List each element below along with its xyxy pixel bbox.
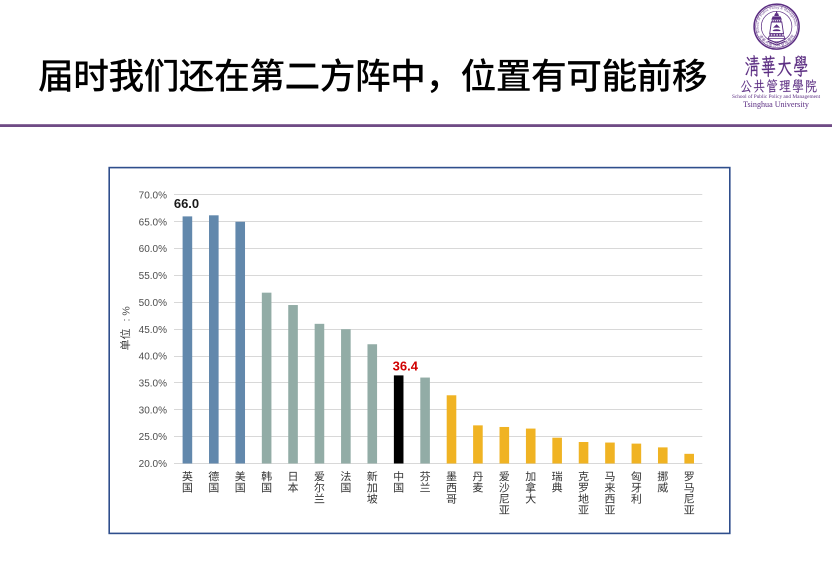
svg-text:Tsinghua University: Tsinghua University (743, 100, 810, 109)
svg-text:66.0: 66.0 (174, 196, 199, 211)
svg-text:20.0%: 20.0% (139, 459, 167, 470)
svg-text:70.0%: 70.0% (139, 191, 167, 202)
svg-text:60.0%: 60.0% (139, 244, 167, 255)
svg-text:30.0%: 30.0% (139, 405, 167, 416)
svg-text:65.0%: 65.0% (139, 217, 167, 228)
svg-text:: %: : % (120, 306, 132, 321)
svg-text:36.4: 36.4 (393, 359, 419, 374)
svg-text:40.0%: 40.0% (139, 352, 167, 363)
svg-text:50.0%: 50.0% (139, 298, 167, 309)
svg-text:25.0%: 25.0% (139, 432, 167, 443)
svg-text:School of Public Policy and Ma: School of Public Policy and Management (732, 93, 821, 100)
svg-text:45.0%: 45.0% (139, 325, 167, 336)
svg-text:35.0%: 35.0% (139, 379, 167, 390)
svg-text:55.0%: 55.0% (139, 271, 167, 282)
